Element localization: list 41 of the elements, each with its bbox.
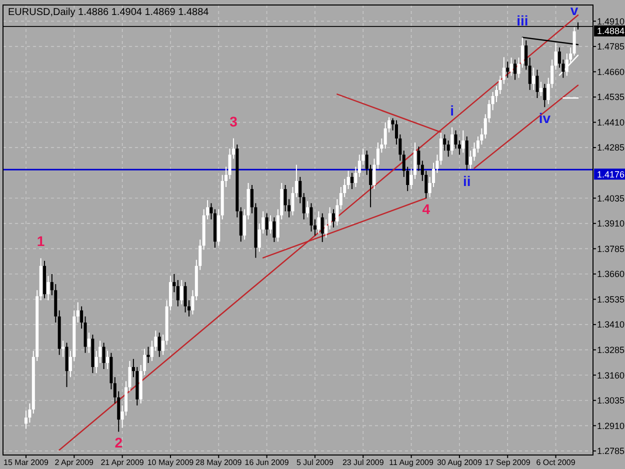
ref-line-label: 1.4176 [597,169,625,180]
y-tick-label: 1.3035 [597,396,625,406]
x-tick-label: 17 Sep 2009 [484,458,531,467]
x-tick-label: 15 Mar 2009 [4,458,50,467]
x-tick-label: 21 Apr 2009 [100,458,144,467]
y-tick-label: 1.3785 [597,244,625,254]
y-tick-label: 1.4660 [597,66,625,77]
y-tick-label: 1.4535 [597,92,625,102]
annotation: iv [538,110,551,126]
annotation: 2 [114,434,123,451]
annotation: 3 [230,113,238,130]
x-tick-label: 5 Jul 2009 [296,458,334,467]
x-tick-label: 11 Aug 2009 [389,458,434,467]
annotation: 1 [36,233,45,250]
annotation: v [570,2,578,18]
x-tick-label: 28 May 2009 [196,458,242,467]
y-tick-label: 1.3910 [597,218,625,229]
annotation: ii [462,173,471,190]
y-tick-label: 1.3285 [597,344,625,355]
x-tick-label: 30 Aug 2009 [436,458,482,467]
x-tick-label: 2 Apr 2009 [54,458,94,467]
y-tick-label: 1.4910 [597,16,625,26]
chart-title: EURUSD,Daily 1.4886 1.4904 1.4869 1.4884 [8,7,210,18]
y-tick-label: 1.2785 [597,446,625,456]
y-tick-label: 1.2910 [597,420,625,431]
y-tick-label: 1.4035 [597,193,625,204]
y-tick-label: 1.4285 [597,142,625,153]
y-tick-label: 1.3160 [597,370,625,380]
x-tick-label: 16 Jun 2009 [244,458,290,467]
y-tick-label: 1.4785 [597,42,625,52]
y-tick-label: 1.3660 [597,269,625,280]
annotation: 4 [422,201,430,218]
y-tick-label: 1.3535 [597,294,625,304]
x-tick-label: 6 Oct 2009 [536,458,576,467]
annotation: iii [516,12,528,28]
annotation: i [450,102,454,118]
y-tick-label: 1.3410 [597,320,625,330]
x-tick-label: 10 May 2009 [147,458,194,467]
x-tick-label: 23 Jul 2009 [342,458,384,467]
y-tick-label: 1.4410 [597,117,625,128]
ref-line-label: 1.4884 [597,26,625,36]
